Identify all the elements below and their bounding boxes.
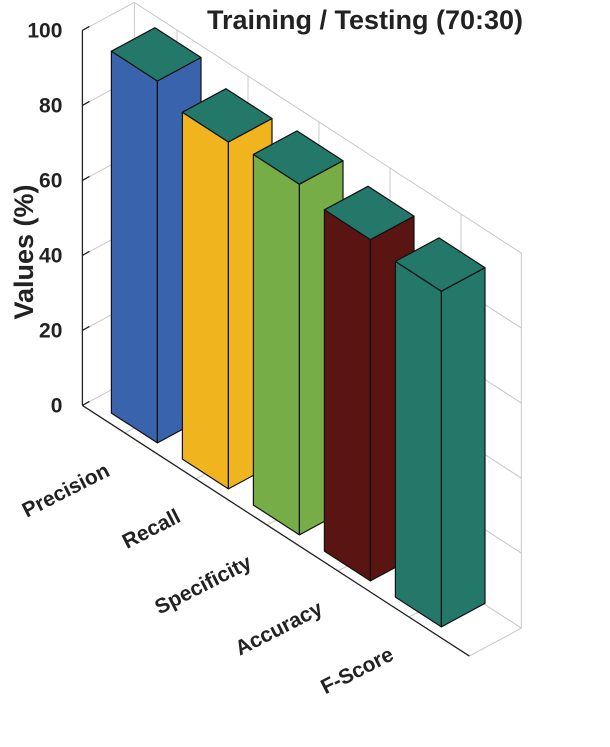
bar-top-face xyxy=(181,88,273,143)
floor-edge xyxy=(469,627,522,657)
bar-front-face xyxy=(394,260,442,628)
y-tick-label: 40 xyxy=(39,244,62,267)
y-tick-mark xyxy=(82,250,90,256)
y-tick-mark xyxy=(82,100,90,106)
y-tick-mark xyxy=(82,400,90,406)
y-axis-label: Values (%) xyxy=(9,184,39,319)
bars xyxy=(110,27,486,628)
y-tick-label: 20 xyxy=(39,319,62,342)
bar-side-face xyxy=(440,267,486,628)
y-tick-mark xyxy=(82,325,90,331)
chart-title: Training / Testing (70:30) xyxy=(207,5,523,35)
y-tick-label: 0 xyxy=(51,394,63,417)
x-tick-label: Recall xyxy=(119,505,185,554)
x-axis-line xyxy=(82,404,470,657)
y-tick-label: 100 xyxy=(27,19,62,42)
x-tick-label: Specificity xyxy=(151,551,255,619)
y-tick-mark xyxy=(82,175,90,181)
axes xyxy=(81,25,470,657)
bar-front-face xyxy=(252,153,300,536)
y-tick-mark xyxy=(82,25,90,31)
y-tick-label: 80 xyxy=(39,94,62,117)
x-tick-label: Accuracy xyxy=(232,597,327,661)
bar-front-face xyxy=(110,50,158,444)
bar-front-face xyxy=(181,111,229,490)
bar-top-face xyxy=(323,185,415,241)
bar-top-face xyxy=(110,27,202,82)
bar-f-score xyxy=(394,237,486,628)
x-tick-label: F-Score xyxy=(317,643,397,699)
y-tick-label: 60 xyxy=(39,169,62,192)
bar-top-face xyxy=(394,237,486,292)
x-tick-label: Precision xyxy=(19,459,114,522)
bar-top-face xyxy=(252,130,344,185)
bar-front-face xyxy=(323,209,371,582)
y-tick-labels: 0 20 40 60 80 100 xyxy=(27,19,62,417)
